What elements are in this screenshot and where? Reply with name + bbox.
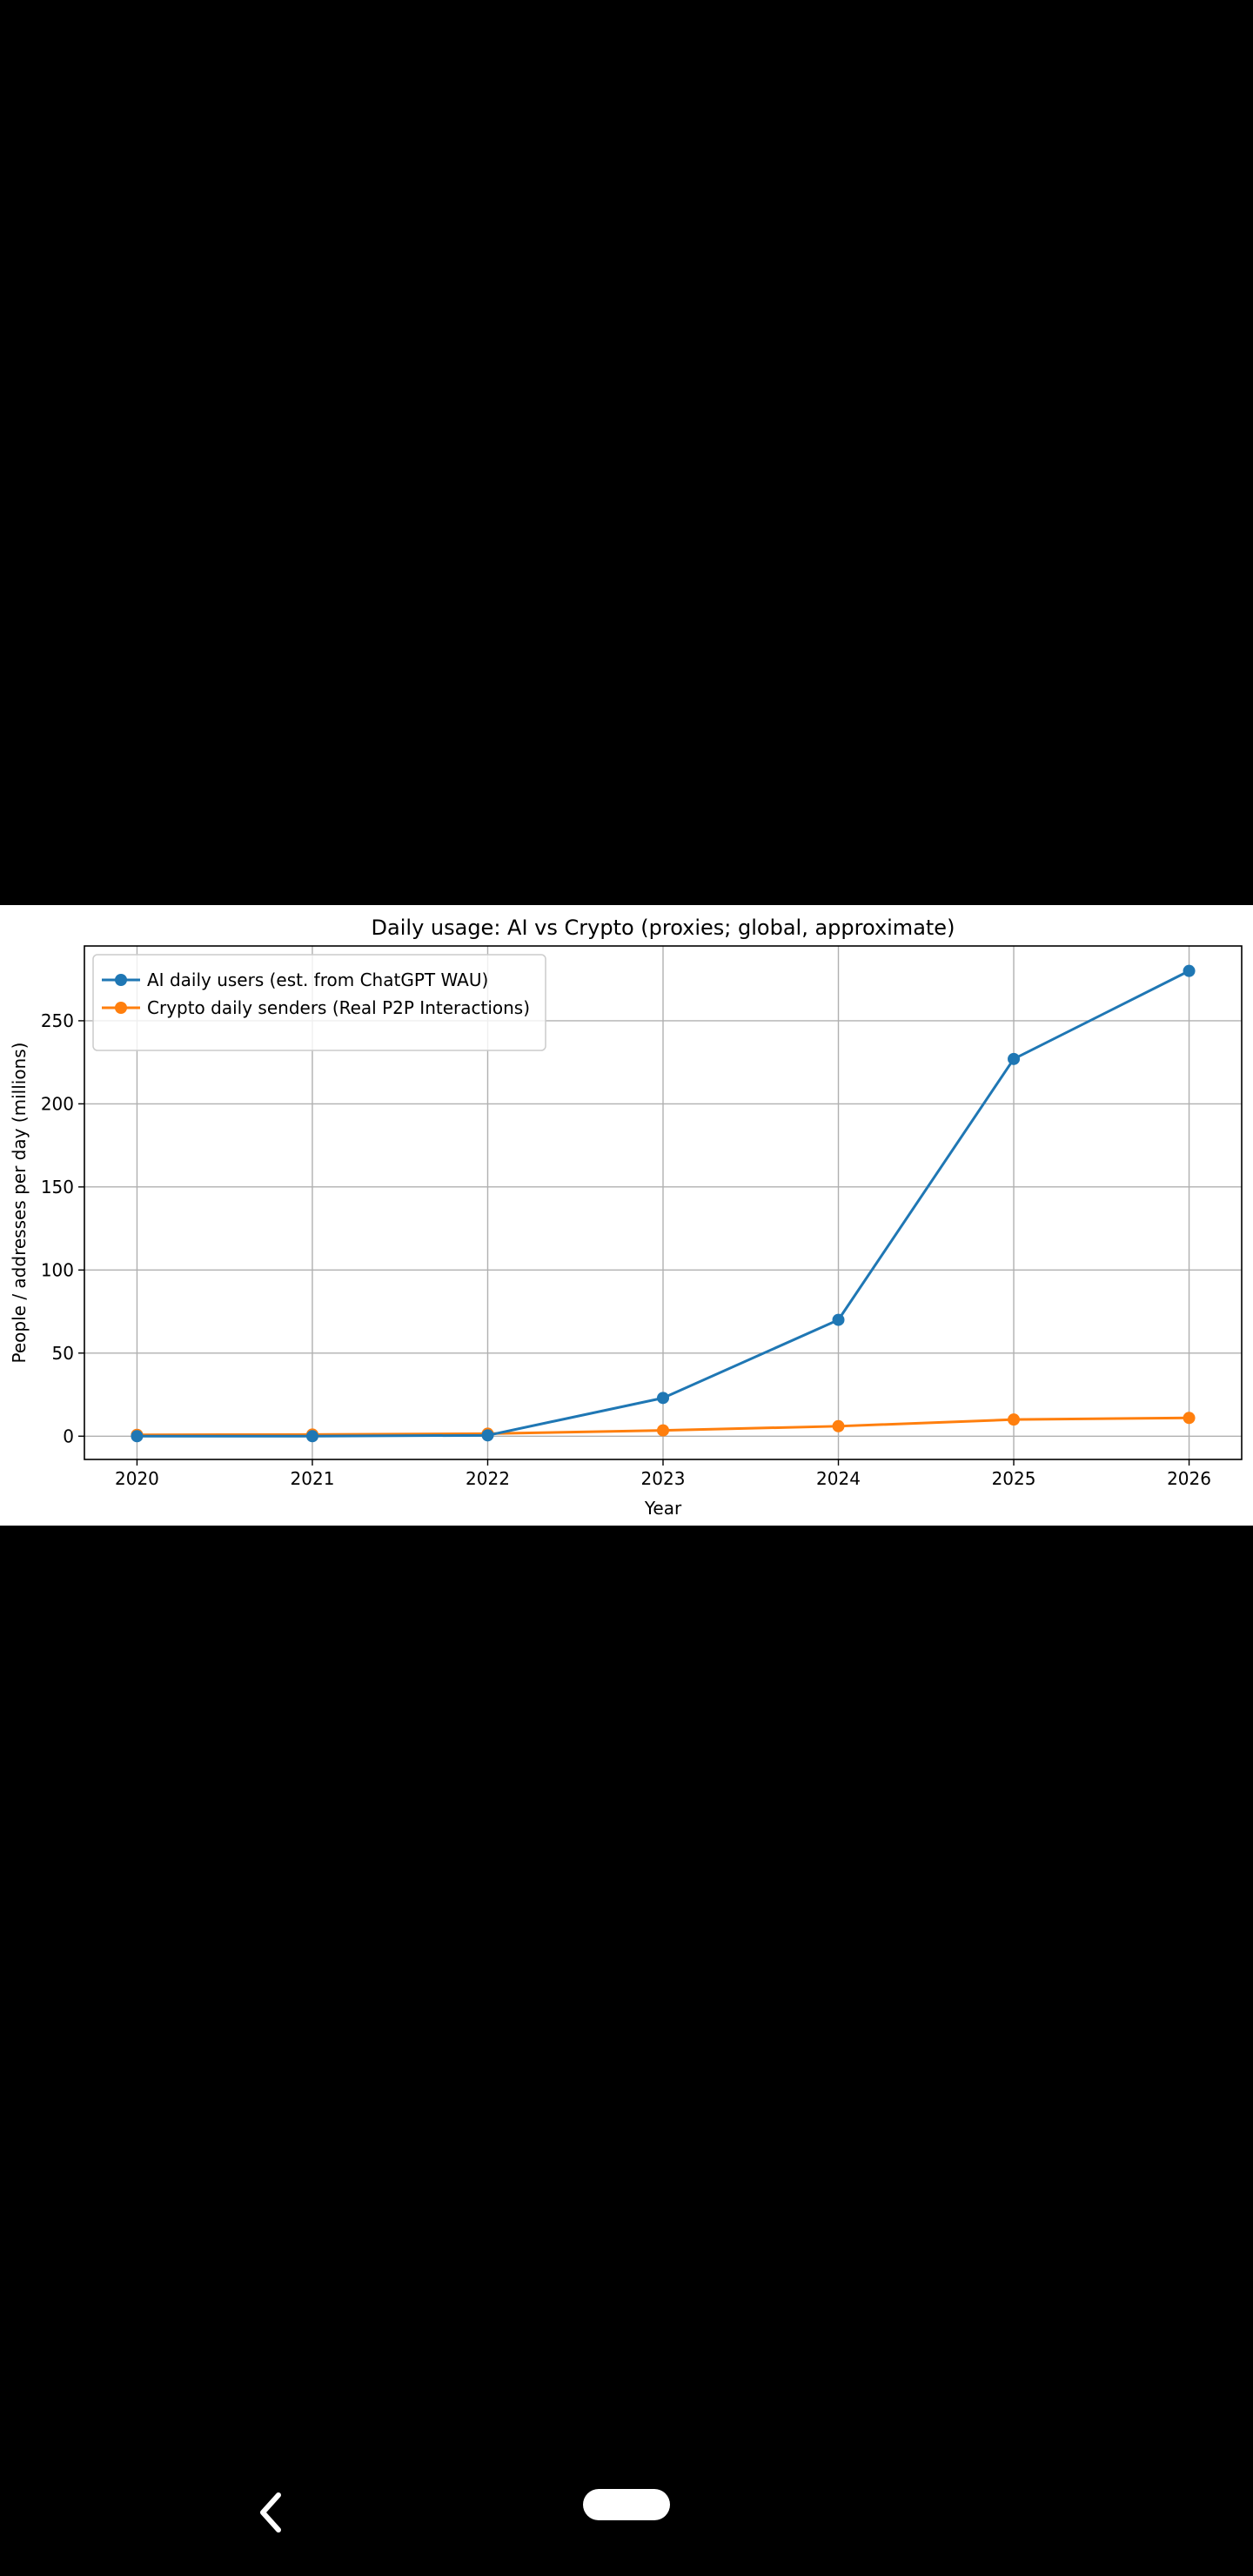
y-tick-label: 150 <box>41 1177 74 1197</box>
x-tick-label: 2021 <box>291 1468 335 1489</box>
legend-marker-ai <box>115 974 127 986</box>
navigation-bar <box>0 2454 1253 2576</box>
y-tick-label: 50 <box>52 1343 74 1364</box>
data-point-ai <box>832 1313 845 1326</box>
x-tick-label: 2020 <box>115 1468 159 1489</box>
legend-box <box>92 954 546 1051</box>
x-tick-label: 2023 <box>641 1468 686 1489</box>
y-tick-label: 0 <box>63 1426 74 1446</box>
line-chart: 2020 2021 2022 2023 2024 2025 2026 0 50 100 150 200… <box>9 916 1243 1519</box>
data-point-ai <box>1183 964 1196 977</box>
grid <box>84 946 1242 1459</box>
data-point-crypto <box>657 1424 669 1437</box>
data-point-ai <box>657 1392 669 1405</box>
axis-ticks: 2020 2021 2022 2023 2024 2025 2026 0 50 100 150 200… <box>41 1010 1211 1489</box>
home-pill-icon[interactable] <box>583 2489 670 2520</box>
data-point-crypto <box>832 1419 845 1432</box>
data-point-crypto <box>1183 1412 1196 1425</box>
y-tick-label: 100 <box>41 1259 74 1280</box>
back-button[interactable] <box>252 2485 291 2540</box>
x-axis-label: Year <box>644 1498 682 1519</box>
chart-title: Daily usage: AI vs Crypto (proxies; glob… <box>372 916 955 940</box>
x-tick-label: 2024 <box>816 1468 861 1489</box>
legend-label-ai: AI daily users (est. from ChatGPT WAU) <box>147 969 488 990</box>
data-point-ai <box>305 1430 318 1443</box>
data-point-ai <box>131 1430 144 1443</box>
y-tick-label: 250 <box>41 1010 74 1031</box>
x-tick-label: 2026 <box>1167 1468 1211 1489</box>
y-tick-label: 200 <box>41 1093 74 1114</box>
x-tick-label: 2022 <box>466 1468 510 1489</box>
x-tick-label: 2025 <box>992 1468 1036 1489</box>
data-point-crypto <box>1008 1413 1021 1426</box>
series-layer <box>131 964 1196 1443</box>
image-viewer: 2020 2021 2022 2023 2024 2025 2026 0 50 100 150 200… <box>0 905 1253 1526</box>
legend: AI daily users (est. from ChatGPT WAU) C… <box>92 954 546 1051</box>
chevron-left-icon <box>260 2492 281 2532</box>
y-axis-label: People / addresses per day (millions) <box>9 1043 30 1364</box>
data-point-ai <box>1008 1052 1021 1065</box>
legend-label-crypto: Crypto daily senders (Real P2P Interacti… <box>147 997 530 1018</box>
data-point-ai <box>481 1429 494 1442</box>
legend-marker-crypto <box>115 1002 127 1014</box>
